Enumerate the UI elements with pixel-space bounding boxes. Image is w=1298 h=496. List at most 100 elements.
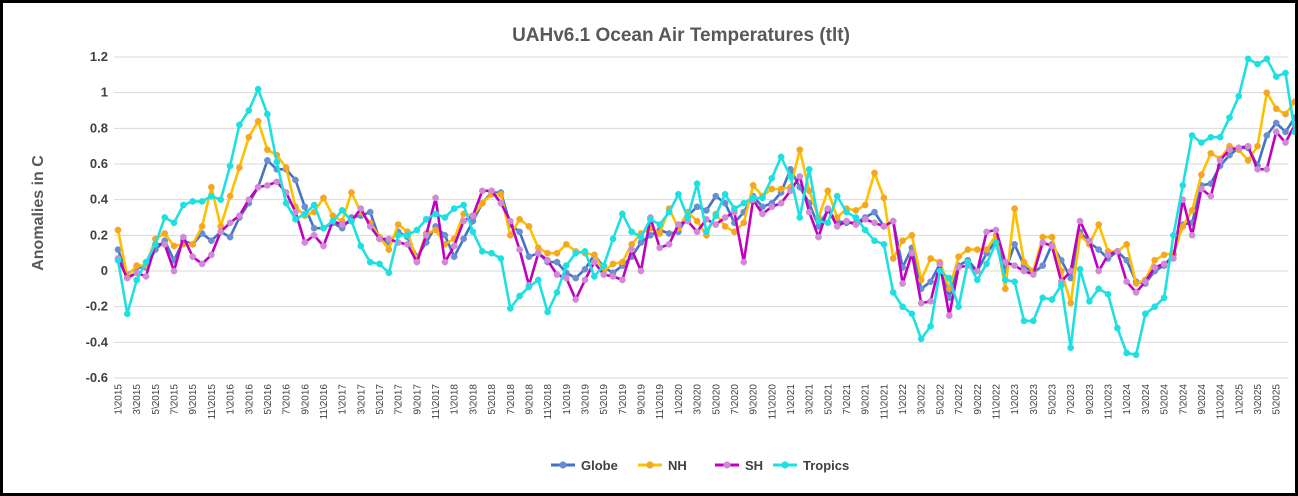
data-point-tropics: [983, 260, 990, 268]
data-point-sh: [768, 203, 776, 211]
x-tick-label: 11\2020: [767, 384, 778, 420]
data-point-tropics: [712, 212, 720, 220]
x-tick-label: 11\2019: [655, 384, 666, 420]
y-tick-label: -0.6: [86, 370, 108, 385]
data-point-tropics: [217, 196, 225, 204]
data-point-tropics: [469, 228, 477, 236]
data-point-tropics: [1001, 276, 1009, 284]
data-point-tropics: [152, 240, 159, 248]
data-point-globe: [460, 235, 467, 243]
data-point-tropics: [1076, 265, 1084, 273]
data-point-nh: [114, 226, 122, 234]
x-tick-label: 11\2021: [879, 384, 890, 420]
data-point-tropics: [1029, 317, 1037, 325]
data-point-tropics: [609, 235, 617, 243]
data-point-tropics: [441, 214, 449, 221]
legend-item-tropics: Tropics: [773, 458, 849, 473]
data-point-sh: [1235, 144, 1243, 152]
x-tick-label: 11\2024: [1216, 384, 1227, 420]
data-point-sh: [955, 264, 962, 271]
data-point-sh: [656, 244, 664, 252]
data-point-tropics: [133, 276, 141, 284]
data-point-tropics: [1179, 182, 1187, 189]
x-tick-label: 3\2020: [693, 384, 704, 415]
data-point-tropics: [1170, 231, 1177, 239]
data-point-tropics: [357, 242, 365, 250]
data-point-sh: [581, 276, 589, 284]
data-point-tropics: [1216, 133, 1224, 141]
data-point-tropics: [264, 110, 271, 118]
data-point-globe: [292, 176, 299, 184]
data-point-tropics: [1188, 132, 1196, 139]
y-tick-label: 0.8: [90, 120, 108, 135]
data-point-tropics: [506, 305, 514, 312]
data-point-sh: [675, 221, 682, 228]
data-point-sh: [590, 258, 598, 266]
data-point-tropics: [161, 214, 169, 221]
x-tick-label: 1\2023: [1010, 384, 1021, 415]
data-point-tropics: [497, 255, 505, 262]
data-point-globe: [1263, 132, 1271, 139]
chart-title: UAHv6.1 Ocean Air Temperatures (tlt): [512, 25, 850, 46]
data-point-globe: [1272, 119, 1280, 127]
data-point-tropics: [516, 292, 523, 300]
x-tick-label: 1\2017: [338, 384, 349, 415]
data-point-sh: [861, 215, 869, 223]
data-point-tropics: [544, 308, 551, 316]
data-point-tropics: [590, 273, 598, 280]
legend-swatch-marker: [723, 461, 731, 469]
x-tick-label: 9\2023: [1085, 384, 1096, 415]
data-point-sh: [712, 221, 720, 228]
x-tick-label: 3\2019: [581, 384, 592, 415]
y-tick-label: 0: [101, 263, 108, 278]
data-point-sh: [833, 223, 841, 230]
x-tick-label: 9\2015: [188, 384, 199, 415]
data-point-tropics: [647, 215, 654, 223]
data-point-nh: [1254, 142, 1261, 150]
data-point-sh: [488, 187, 495, 195]
data-point-nh: [1011, 205, 1018, 212]
data-point-sh: [777, 199, 785, 207]
data-point-globe: [310, 224, 318, 232]
data-point-globe: [665, 230, 673, 237]
data-point-globe: [1011, 240, 1018, 248]
data-point-tropics: [628, 228, 636, 236]
data-point-sh: [665, 240, 673, 248]
data-point-sh: [544, 256, 551, 264]
data-point-tropics: [123, 310, 131, 318]
data-point-globe: [1095, 246, 1103, 253]
data-point-sh: [198, 260, 206, 268]
data-point-tropics: [1048, 296, 1056, 303]
data-point-nh: [899, 237, 906, 245]
data-point-globe: [525, 253, 533, 261]
data-point-tropics: [245, 107, 253, 114]
data-point-sh: [693, 228, 701, 236]
data-point-sh: [1086, 237, 1093, 245]
data-point-nh: [1020, 258, 1028, 266]
data-point-sh: [189, 253, 197, 261]
data-point-nh: [282, 164, 290, 171]
data-point-sh: [973, 267, 981, 275]
data-point-sh: [338, 221, 346, 228]
data-point-sh: [376, 235, 383, 243]
data-point-tropics: [450, 205, 458, 212]
data-point-sh: [301, 239, 309, 246]
data-point-sh: [478, 187, 486, 195]
data-point-tropics: [562, 262, 570, 269]
data-point-nh: [245, 133, 253, 141]
data-point-tropics: [1291, 128, 1295, 136]
data-point-tropics: [861, 226, 869, 234]
x-tick-label: 7\2022: [954, 384, 965, 415]
data-point-sh: [273, 178, 281, 186]
data-point-tropics: [226, 162, 234, 170]
data-point-nh: [1132, 280, 1140, 287]
x-tick-label: 9\2021: [861, 384, 872, 415]
y-tick-label: 0.2: [90, 227, 108, 242]
data-point-nh: [964, 246, 972, 253]
series-sh: [114, 121, 1295, 319]
data-point-sh: [1104, 251, 1112, 259]
data-point-tropics: [703, 228, 710, 236]
data-point-nh: [871, 169, 878, 177]
data-point-sh: [1142, 278, 1149, 286]
data-point-nh: [917, 276, 925, 284]
